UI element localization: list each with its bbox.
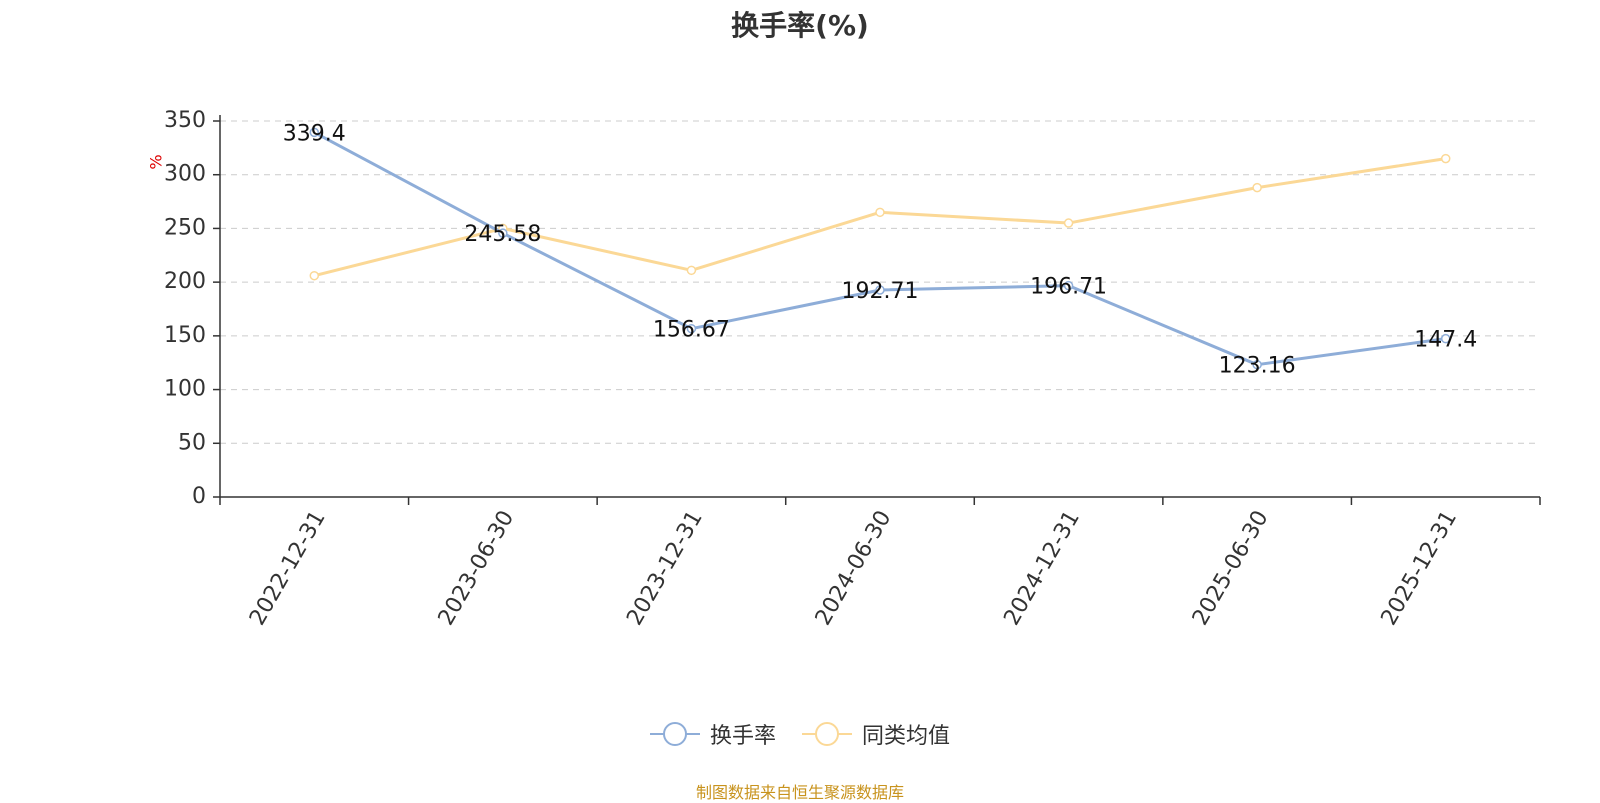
data-label: 339.4 (283, 121, 346, 146)
y-tick-label: 200 (164, 269, 206, 294)
data-point-peer-average (1063, 218, 1074, 228)
y-tick-label: 50 (178, 430, 206, 455)
data-source-note: 制图数据来自恒生聚源数据库 (695, 783, 904, 802)
legend-label-peer-average: 同类均值 (862, 724, 951, 749)
x-tick-label: 2025-06-30 (1188, 507, 1274, 630)
legend: 换手率 同类均值 (0, 718, 1600, 750)
y-tick-label: 150 (164, 323, 206, 348)
chart-title: 换手率(%) (731, 9, 869, 42)
x-tick-label: 2024-12-31 (999, 507, 1085, 630)
legend-item-peer-average[interactable]: 同类均值 (802, 718, 950, 750)
data-point-peer-average (686, 265, 697, 276)
data-point-turnover (498, 228, 508, 238)
legend-swatch-turnover-icon (649, 722, 700, 746)
data-point-peer-average (309, 270, 320, 281)
legend-item-turnover[interactable]: 换手率 (649, 718, 776, 750)
y-tick-label: 100 (164, 377, 206, 402)
x-tick-label: 2023-06-30 (434, 507, 520, 630)
x-tick-label: 2024-06-30 (811, 507, 897, 630)
x-tick-label: 2022-12-31 (245, 507, 331, 630)
legend-swatch-peer-average-icon (802, 722, 852, 746)
data-point-turnover (686, 323, 697, 334)
x-tick-label: 2025-12-31 (1377, 507, 1463, 630)
y-tick-label: 350 (164, 108, 206, 133)
data-label: 192.71 (842, 279, 919, 304)
y-axis-label: % (147, 154, 166, 169)
y-tick-label: 0 (192, 484, 206, 509)
x-tick-label: 2023-12-31 (622, 507, 708, 630)
data-label: 156.67 (653, 318, 730, 343)
data-label: 147.4 (1414, 328, 1477, 353)
data-label: 196.71 (1030, 275, 1107, 300)
data-label: 123.16 (1219, 354, 1296, 379)
y-tick-label: 300 (164, 162, 206, 187)
series-line-peer-average (313, 157, 1446, 278)
data-point-turnover (1440, 333, 1451, 344)
data-point-peer-average (1440, 153, 1451, 164)
data-point-peer-average (1252, 182, 1262, 193)
data-point-turnover (1252, 359, 1262, 370)
data-point-turnover (875, 285, 885, 295)
series-line-turnover (313, 131, 1446, 367)
legend-label-turnover: 换手率 (709, 724, 776, 749)
data-point-peer-average (875, 207, 885, 218)
data-label: 245.58 (464, 222, 541, 247)
data-point-turnover (309, 127, 320, 138)
data-point-turnover (1063, 280, 1074, 291)
y-tick-label: 250 (164, 215, 206, 240)
